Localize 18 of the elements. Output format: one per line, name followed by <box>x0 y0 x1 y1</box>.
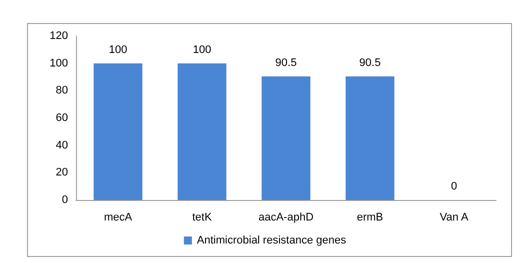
legend-label: Antimicrobial resistance genes <box>196 234 347 246</box>
x-tick-label: aacA-aphD <box>258 212 314 224</box>
y-tick-label: 0 <box>62 194 68 206</box>
y-tick-label: 120 <box>50 30 68 42</box>
data-label: 90.5 <box>275 56 297 69</box>
data-label: 100 <box>108 44 128 56</box>
x-tick-label: Van A <box>440 212 469 224</box>
data-label: 100 <box>192 44 212 56</box>
y-tick-label: 60 <box>56 112 68 124</box>
x-tick-label: tetK <box>192 212 212 224</box>
y-tick-label: 40 <box>56 139 68 152</box>
y-tick-label: 80 <box>56 84 68 97</box>
data-label: 0 <box>450 180 458 192</box>
y-tick-label: 100 <box>50 57 68 70</box>
data-label: 90.5 <box>359 56 381 69</box>
x-tick-label: ermB <box>356 212 384 224</box>
x-tick-label: mecA <box>104 212 133 224</box>
y-tick-label: 20 <box>56 166 68 179</box>
